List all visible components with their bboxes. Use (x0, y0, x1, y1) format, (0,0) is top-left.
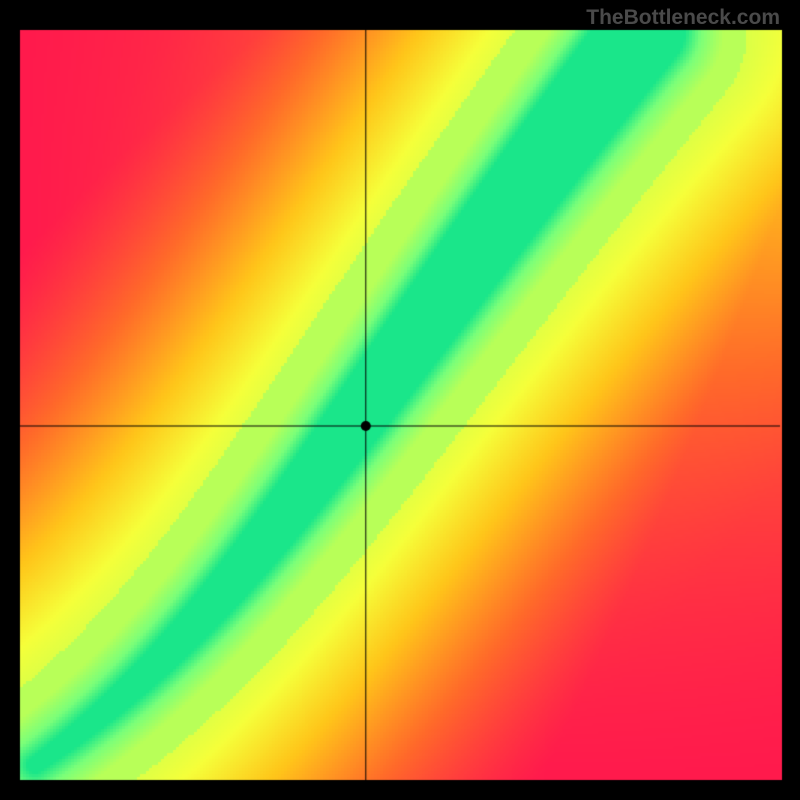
chart-container: TheBottleneck.com (0, 0, 800, 800)
bottleneck-heatmap (0, 0, 800, 800)
watermark-text: TheBottleneck.com (586, 6, 780, 30)
